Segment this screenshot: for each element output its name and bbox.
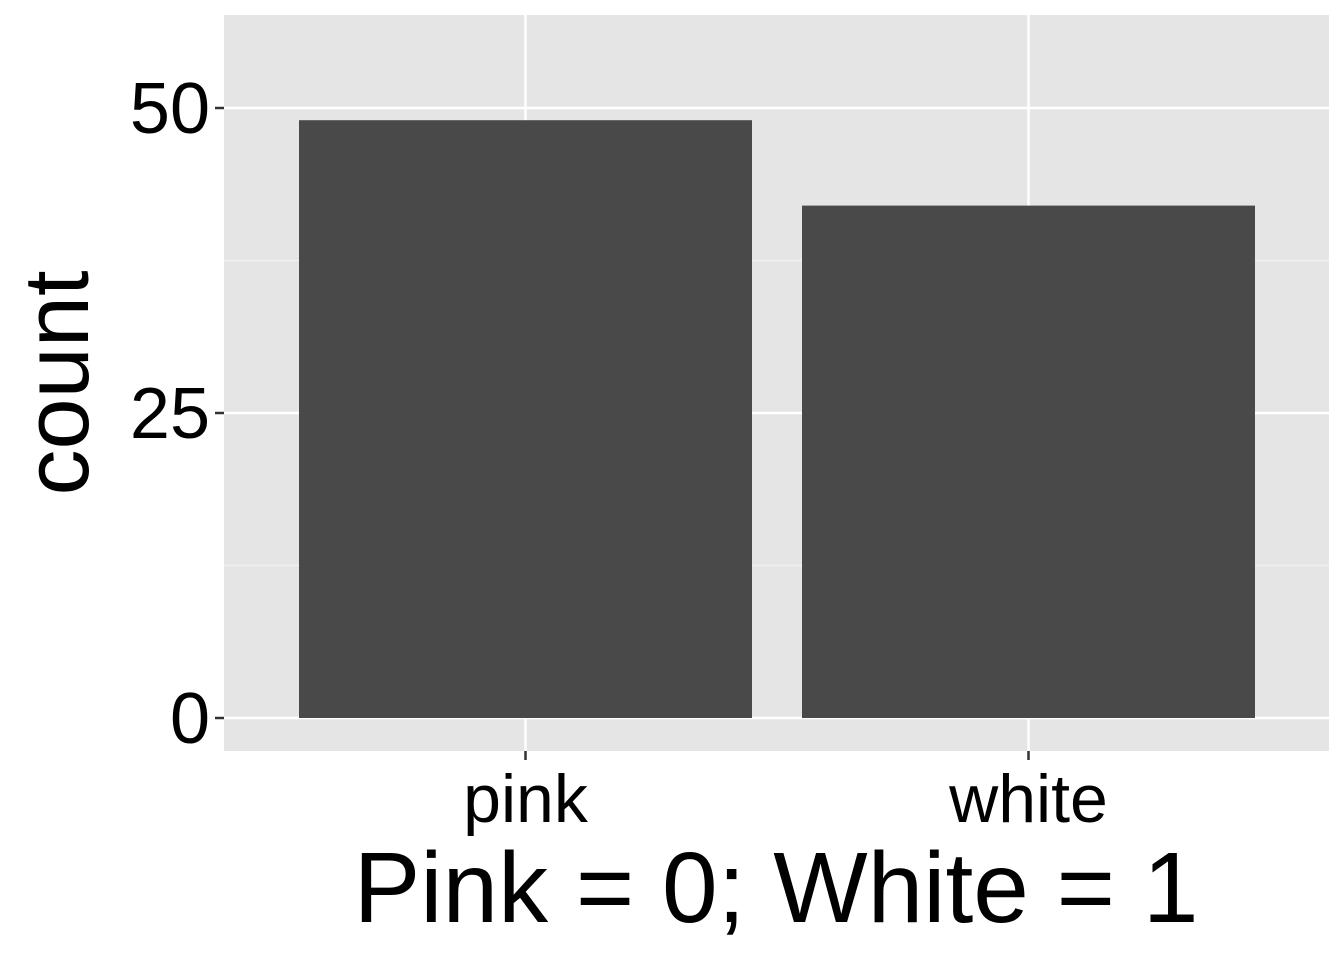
x-axis: pink white bbox=[463, 751, 1108, 837]
x-tick-label-pink: pink bbox=[463, 761, 589, 837]
y-axis-title: count bbox=[6, 270, 108, 495]
y-tick-label: 25 bbox=[130, 374, 210, 454]
x-tick-label-white: white bbox=[948, 761, 1108, 837]
y-axis: 0 25 50 bbox=[130, 69, 224, 759]
bar-white bbox=[802, 205, 1255, 719]
x-axis-title: Pink = 0; White = 1 bbox=[354, 832, 1199, 944]
bar-pink bbox=[299, 120, 752, 718]
y-tick-label: 0 bbox=[170, 679, 210, 759]
bars bbox=[299, 120, 1255, 719]
y-tick-label: 50 bbox=[130, 69, 210, 149]
